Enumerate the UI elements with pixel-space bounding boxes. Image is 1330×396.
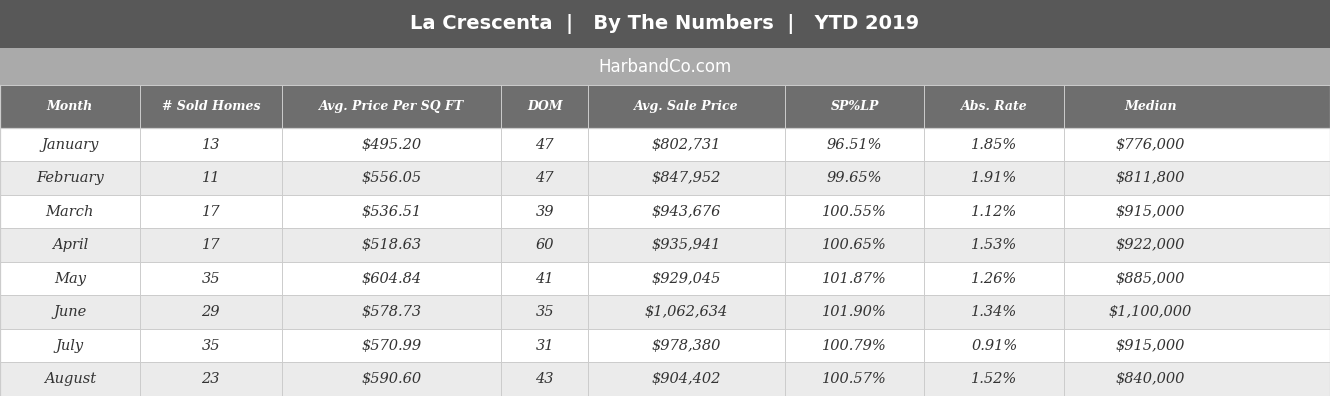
Text: Abs. Rate: Abs. Rate bbox=[960, 100, 1028, 113]
Text: 60: 60 bbox=[536, 238, 553, 252]
Text: 47: 47 bbox=[536, 138, 553, 152]
Text: $915,000: $915,000 bbox=[1116, 205, 1185, 219]
Text: 1.34%: 1.34% bbox=[971, 305, 1017, 319]
Text: $570.99: $570.99 bbox=[362, 339, 422, 353]
Text: $847,952: $847,952 bbox=[652, 171, 721, 185]
Text: $1,062,634: $1,062,634 bbox=[645, 305, 728, 319]
Text: 100.57%: 100.57% bbox=[822, 372, 887, 386]
Text: 17: 17 bbox=[202, 205, 219, 219]
Text: 11: 11 bbox=[202, 171, 219, 185]
Text: 1.53%: 1.53% bbox=[971, 238, 1017, 252]
Text: 100.65%: 100.65% bbox=[822, 238, 887, 252]
Text: 1.52%: 1.52% bbox=[971, 372, 1017, 386]
Text: February: February bbox=[36, 171, 104, 185]
Text: # Sold Homes: # Sold Homes bbox=[161, 100, 261, 113]
Text: July: July bbox=[56, 339, 84, 353]
Bar bbox=[0, 262, 1330, 295]
Text: 101.87%: 101.87% bbox=[822, 272, 887, 286]
Text: August: August bbox=[44, 372, 96, 386]
Text: Avg. Price Per SQ FT: Avg. Price Per SQ FT bbox=[319, 100, 464, 113]
Text: 39: 39 bbox=[536, 205, 553, 219]
Text: 101.90%: 101.90% bbox=[822, 305, 887, 319]
Text: 1.12%: 1.12% bbox=[971, 205, 1017, 219]
Text: $915,000: $915,000 bbox=[1116, 339, 1185, 353]
Text: 100.79%: 100.79% bbox=[822, 339, 887, 353]
Text: $943,676: $943,676 bbox=[652, 205, 721, 219]
Text: 1.85%: 1.85% bbox=[971, 138, 1017, 152]
Text: 99.65%: 99.65% bbox=[827, 171, 882, 185]
Text: $922,000: $922,000 bbox=[1116, 238, 1185, 252]
Text: 29: 29 bbox=[202, 305, 219, 319]
Text: $578.73: $578.73 bbox=[362, 305, 422, 319]
Text: 43: 43 bbox=[536, 372, 553, 386]
Text: $495.20: $495.20 bbox=[362, 138, 422, 152]
Text: April: April bbox=[52, 238, 88, 252]
Text: Avg. Sale Price: Avg. Sale Price bbox=[634, 100, 738, 113]
Text: 1.91%: 1.91% bbox=[971, 171, 1017, 185]
Text: $1,100,000: $1,100,000 bbox=[1109, 305, 1192, 319]
Bar bbox=[0, 362, 1330, 396]
Text: 35: 35 bbox=[202, 272, 219, 286]
Bar bbox=[0, 195, 1330, 228]
Bar bbox=[0, 85, 1330, 128]
Text: $776,000: $776,000 bbox=[1116, 138, 1185, 152]
Text: $929,045: $929,045 bbox=[652, 272, 721, 286]
Text: $518.63: $518.63 bbox=[362, 238, 422, 252]
Text: 35: 35 bbox=[202, 339, 219, 353]
Text: 35: 35 bbox=[536, 305, 553, 319]
Bar bbox=[0, 48, 1330, 85]
Text: 17: 17 bbox=[202, 238, 219, 252]
Text: $935,941: $935,941 bbox=[652, 238, 721, 252]
Text: January: January bbox=[41, 138, 98, 152]
Bar bbox=[0, 128, 1330, 162]
Bar bbox=[0, 329, 1330, 362]
Text: 31: 31 bbox=[536, 339, 553, 353]
Text: June: June bbox=[53, 305, 86, 319]
Text: Median: Median bbox=[1124, 100, 1177, 113]
Text: 100.55%: 100.55% bbox=[822, 205, 887, 219]
Text: 13: 13 bbox=[202, 138, 219, 152]
Text: $590.60: $590.60 bbox=[362, 372, 422, 386]
Text: May: May bbox=[53, 272, 86, 286]
Text: March: March bbox=[45, 205, 94, 219]
Text: HarbandCo.com: HarbandCo.com bbox=[598, 58, 732, 76]
Bar bbox=[0, 162, 1330, 195]
Text: 47: 47 bbox=[536, 171, 553, 185]
Text: Month: Month bbox=[47, 100, 93, 113]
Text: $556.05: $556.05 bbox=[362, 171, 422, 185]
Text: 96.51%: 96.51% bbox=[827, 138, 882, 152]
Text: $904,402: $904,402 bbox=[652, 372, 721, 386]
Text: 41: 41 bbox=[536, 272, 553, 286]
Text: $811,800: $811,800 bbox=[1116, 171, 1185, 185]
Text: $885,000: $885,000 bbox=[1116, 272, 1185, 286]
Bar bbox=[0, 228, 1330, 262]
Text: SP%LP: SP%LP bbox=[830, 100, 879, 113]
Text: $802,731: $802,731 bbox=[652, 138, 721, 152]
Text: $604.84: $604.84 bbox=[362, 272, 422, 286]
Bar bbox=[0, 0, 1330, 48]
Text: $840,000: $840,000 bbox=[1116, 372, 1185, 386]
Text: 1.26%: 1.26% bbox=[971, 272, 1017, 286]
Text: 23: 23 bbox=[202, 372, 219, 386]
Text: DOM: DOM bbox=[527, 100, 563, 113]
Text: $978,380: $978,380 bbox=[652, 339, 721, 353]
Text: $536.51: $536.51 bbox=[362, 205, 422, 219]
Text: La Crescenta  |   By The Numbers  |   YTD 2019: La Crescenta | By The Numbers | YTD 2019 bbox=[411, 14, 919, 34]
Bar bbox=[0, 295, 1330, 329]
Text: 0.91%: 0.91% bbox=[971, 339, 1017, 353]
